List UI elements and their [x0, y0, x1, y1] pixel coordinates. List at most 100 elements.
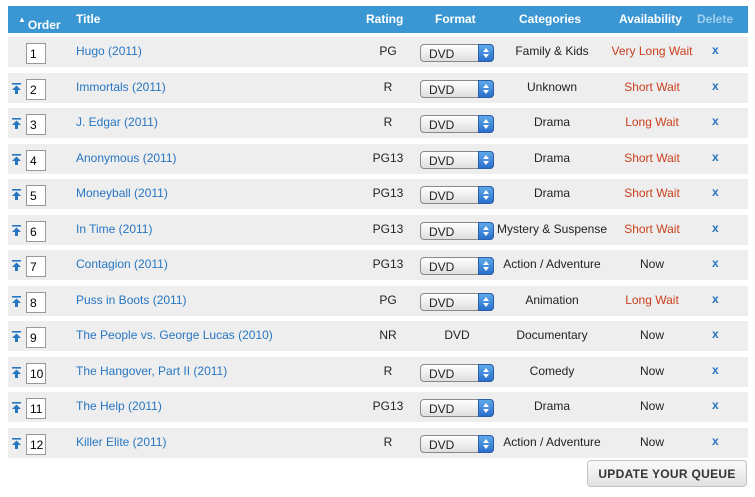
move-to-top-icon[interactable]	[12, 118, 21, 129]
category-value: Drama	[533, 150, 570, 165]
queue-row: 8 Puss in Boots (2011) PG DVD Animation Long …	[8, 285, 748, 316]
select-stepper-icon	[478, 186, 494, 204]
rating-value: R	[383, 79, 393, 94]
format-select[interactable]: DVD	[420, 257, 494, 275]
rating-column-header[interactable]: Rating	[366, 12, 404, 26]
move-to-top-icon[interactable]	[12, 402, 21, 413]
format-select[interactable]: DVD	[420, 186, 494, 204]
queue-row: 1 Hugo (2011) PG DVD Family & Kids Very Long …	[8, 37, 748, 67]
format-select[interactable]: DVD	[420, 150, 494, 169]
delete-button[interactable]: x	[712, 43, 719, 57]
queue-row: 9 The People vs. George Lucas (2010) NR DVD…	[8, 321, 748, 351]
availability-status: Short Wait	[624, 186, 680, 200]
movie-title-link[interactable]: Puss in Boots (2011)	[76, 292, 187, 307]
queue-row: 12 Killer Elite (2011) R DVD Action / Advent…	[8, 427, 748, 458]
movie-title-link[interactable]: Immortals (2011)	[76, 79, 166, 94]
order-input[interactable]: 3	[26, 114, 46, 135]
queue-row: 3 J. Edgar (2011) R DVD Drama Long Wait x	[8, 108, 748, 138]
movie-title-link[interactable]: Anonymous (2011)	[76, 150, 177, 165]
update-queue-button[interactable]: UPDATE YOUR QUEUE	[587, 460, 747, 487]
order-input[interactable]: 6	[26, 220, 46, 242]
move-to-top-icon[interactable]	[12, 82, 21, 94]
movie-title-link[interactable]: Moneyball (2011)	[76, 186, 168, 200]
format-selected-value: DVD	[429, 437, 455, 452]
move-to-top-icon[interactable]	[12, 366, 21, 378]
format-selected-value: DVD	[429, 118, 455, 132]
format-select[interactable]: DVD	[420, 79, 494, 98]
availability-status: Now	[639, 328, 664, 342]
order-input[interactable]: 5	[26, 185, 46, 206]
order-column-header[interactable]: ▲ Order	[18, 12, 61, 32]
order-input[interactable]: 9	[26, 327, 46, 348]
format-selected-value: DVD	[429, 189, 455, 203]
select-stepper-icon	[478, 150, 494, 169]
movie-title-link[interactable]: The Hangover, Part II (2011)	[76, 363, 228, 378]
movie-title-link[interactable]: In Time (2011)	[76, 221, 153, 236]
format-select[interactable]: DVD	[420, 44, 494, 62]
delete-button[interactable]: x	[712, 220, 719, 235]
queue-row: 7 Contagion (2011) PG13 DVD Action / Adventu…	[8, 250, 748, 280]
title-column-header[interactable]: Title	[76, 12, 101, 26]
delete-button[interactable]: x	[712, 327, 719, 341]
queue-row: 5 Moneyball (2011) PG13 DVD Drama Short Wait x	[8, 179, 748, 209]
move-to-top-icon[interactable]	[12, 153, 21, 165]
format-select[interactable]: DVD	[420, 115, 494, 133]
format-select[interactable]: DVD	[420, 363, 494, 382]
move-to-top-icon[interactable]	[12, 437, 21, 449]
order-input[interactable]: 1	[26, 43, 46, 64]
order-input[interactable]: 10	[26, 362, 46, 384]
rating-value: PG13	[372, 399, 404, 413]
rating-value: PG13	[372, 150, 404, 165]
format-selected-value: DVD	[429, 153, 455, 168]
movie-title-link[interactable]: The Help (2011)	[76, 399, 162, 413]
format-select[interactable]: DVD	[420, 292, 494, 311]
order-input[interactable]: 7	[26, 256, 46, 277]
availability-status: Now	[639, 257, 664, 271]
category-value: Action / Adventure	[503, 434, 601, 449]
categories-column-header[interactable]: Categories	[519, 12, 582, 26]
queue-row: 2 Immortals (2011) R DVD Unknown Short Wait x	[8, 72, 748, 103]
move-to-top-icon[interactable]	[12, 331, 21, 342]
move-to-top-icon[interactable]	[12, 260, 21, 271]
sort-up-icon: ▲	[18, 15, 26, 24]
movie-title-link[interactable]: Killer Elite (2011)	[76, 434, 167, 449]
move-to-top-icon[interactable]	[12, 224, 21, 236]
format-select[interactable]: DVD	[420, 399, 494, 417]
movie-title-link[interactable]: Hugo (2011)	[76, 44, 142, 58]
order-input[interactable]: 2	[26, 78, 46, 100]
select-stepper-icon	[478, 257, 494, 275]
order-input[interactable]: 4	[26, 149, 46, 171]
delete-button[interactable]: x	[712, 256, 719, 270]
rating-value: R	[383, 115, 393, 129]
delete-column-header: Delete	[697, 12, 734, 26]
format-select[interactable]: DVD	[420, 221, 494, 240]
availability-status: Short Wait	[624, 150, 680, 165]
move-to-top-icon[interactable]	[12, 189, 21, 200]
move-to-top-icon[interactable]	[12, 295, 21, 307]
movie-title-link[interactable]: The People vs. George Lucas (2010)	[76, 328, 273, 342]
delete-button[interactable]: x	[712, 149, 719, 164]
category-value: Drama	[533, 186, 570, 200]
order-input[interactable]: 11	[26, 398, 46, 419]
delete-button[interactable]: x	[712, 78, 719, 93]
availability-status: Very Long Wait	[611, 44, 693, 58]
category-value: Comedy	[529, 363, 575, 378]
delete-button[interactable]: x	[712, 291, 719, 306]
queue-table: ▲ Order Title Rating Format Categories Av…	[8, 6, 748, 458]
delete-button[interactable]: x	[712, 433, 719, 448]
delete-button[interactable]: x	[712, 185, 719, 199]
movie-title-link[interactable]: J. Edgar (2011)	[76, 115, 158, 129]
movie-title-link[interactable]: Contagion (2011)	[76, 257, 168, 271]
delete-button[interactable]: x	[712, 398, 719, 412]
availability-status: Long Wait	[625, 115, 679, 129]
format-selected-value: DVD	[429, 260, 455, 274]
order-input[interactable]: 8	[26, 291, 46, 313]
format-value: DVD	[444, 328, 470, 342]
delete-button[interactable]: x	[712, 114, 719, 128]
availability-column-header[interactable]: Availability	[619, 12, 682, 26]
format-select[interactable]: DVD	[420, 434, 494, 453]
format-selected-value: DVD	[429, 82, 455, 97]
order-input[interactable]: 12	[26, 433, 46, 455]
format-selected-value: DVD	[429, 366, 455, 381]
delete-button[interactable]: x	[712, 362, 719, 377]
